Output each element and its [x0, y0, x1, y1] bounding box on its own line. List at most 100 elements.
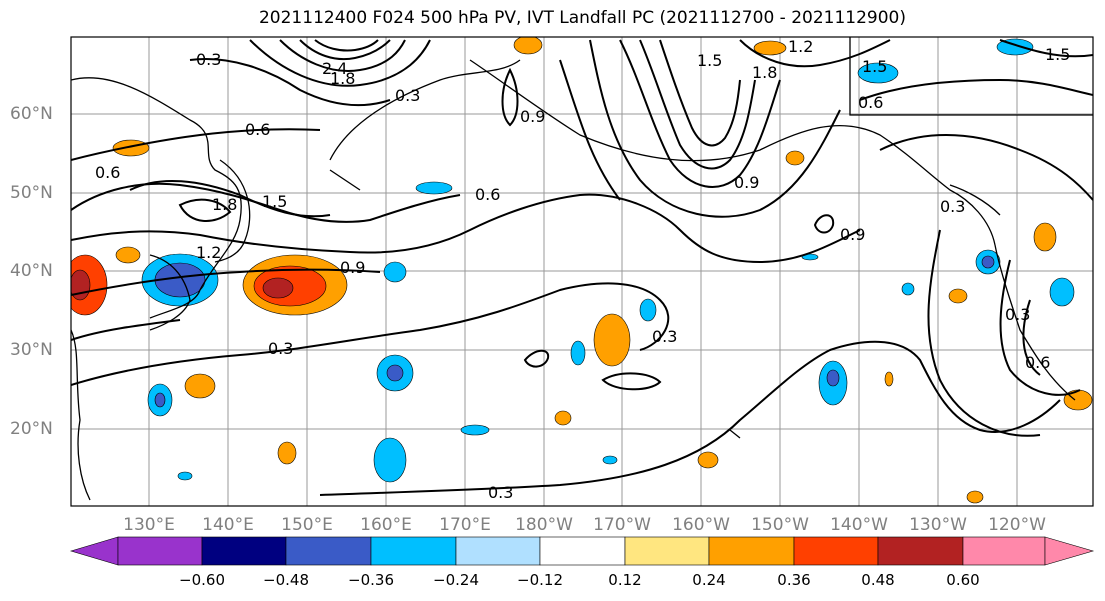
colorbar-min-extension — [69, 536, 119, 566]
contour-label: 0.6 — [858, 93, 883, 112]
contour-labels: 0.3 0.6 0.6 0.6 1.5 1.8 1.2 0.9 0.3 0.3 … — [95, 37, 1070, 502]
colorbar-tick-label: 0.12 — [608, 571, 642, 589]
pv-contours — [71, 39, 1093, 496]
contour-label: 1.5 — [262, 192, 287, 211]
contour-label: 0.3 — [1005, 305, 1030, 324]
contour-label: 0.3 — [940, 197, 965, 216]
ivt-negative-blob — [383, 261, 407, 283]
lon-tick-label: 140°W — [830, 515, 888, 535]
contour-label: 0.3 — [268, 339, 293, 358]
colorbar-segment — [962, 536, 1046, 566]
ivt-positive-blob — [884, 371, 894, 387]
contour-label: 0.9 — [520, 107, 545, 126]
ivt-negative-blob — [981, 255, 995, 269]
lon-tick-label: 130°W — [909, 515, 967, 535]
ivt-negative-blob — [639, 298, 657, 322]
map-border — [70, 36, 1094, 507]
ivt-negative-blob — [177, 471, 193, 481]
ivt-positive-blob — [277, 441, 297, 465]
ivt-negative-blob — [826, 369, 840, 387]
colorbar-segment — [455, 536, 541, 566]
ivt-positive-blob — [115, 246, 141, 264]
contour-label: 0.3 — [488, 483, 513, 502]
colorbar-tick-label: 0.48 — [861, 571, 895, 589]
colorbar-tick-label: −0.24 — [433, 571, 479, 589]
colorbar-tick-label: 0.36 — [777, 571, 811, 589]
colorbar-segment — [370, 536, 457, 566]
contour-label: 0.6 — [1025, 353, 1050, 372]
ivt-negative-blob — [373, 437, 407, 483]
map-title: 2021112400 F024 500 hPa PV, IVT Landfall… — [258, 8, 906, 28]
colorbar-tick-label: 0.24 — [692, 571, 726, 589]
ivt-positive-blob — [753, 40, 787, 56]
colorbar-segment — [624, 536, 710, 566]
ivt-negative-blob — [415, 181, 453, 195]
lon-tick-label: 120°W — [988, 515, 1046, 535]
lat-tick-label: 60°N — [10, 104, 53, 124]
ivt-positive-blob — [697, 451, 719, 469]
contour-label: 1.2 — [196, 243, 221, 262]
ivt-negative-blob — [386, 364, 404, 382]
contour-label: 1.5 — [697, 51, 722, 70]
ivt-negative-blob — [460, 424, 490, 436]
lon-tick-label: 140°E — [202, 515, 254, 535]
lon-tick-label: 170°E — [439, 515, 491, 535]
coastlines — [71, 37, 1093, 501]
contour-label: 0.9 — [734, 173, 759, 192]
ivt-positive-blob — [513, 37, 543, 55]
ivt-positive-blob — [948, 288, 968, 304]
contour-label: 0.3 — [395, 86, 420, 105]
contour-label: 0.6 — [95, 163, 120, 182]
ivt-positive-blob — [1033, 222, 1057, 252]
ivt-negative-blob — [1049, 277, 1075, 307]
ivt-positive-blob — [1063, 389, 1093, 411]
ivt-shading — [71, 37, 1093, 504]
lon-tick-label: 130°E — [123, 515, 175, 535]
ivt-negative-blob — [857, 62, 899, 84]
colorbar — [69, 536, 1095, 566]
contour-label: 0.6 — [475, 185, 500, 204]
colorbar-tick-label: −0.36 — [348, 571, 394, 589]
lat-tick-label: 30°N — [10, 340, 53, 360]
ivt-positive-blob — [966, 490, 984, 504]
ivt-negative-blob — [570, 340, 586, 366]
colorbar-segment — [539, 536, 626, 566]
lat-tick-label: 40°N — [10, 261, 53, 281]
colorbar-tick-label: 0.60 — [946, 571, 980, 589]
colorbar-segment — [793, 536, 879, 566]
colorbar-max-extension — [1044, 536, 1095, 566]
contour-label: 1.5 — [862, 57, 887, 76]
colorbar-segment — [117, 536, 203, 566]
ivt-positive-blob — [184, 373, 216, 399]
lon-tick-label: 160°W — [672, 515, 730, 535]
contour-label: 0.9 — [840, 225, 865, 244]
lon-tick-label: 170°W — [593, 515, 651, 535]
contour-label: 1.8 — [752, 63, 777, 82]
contour-label: 1.5 — [1045, 45, 1070, 64]
contour-label: 0.3 — [652, 327, 677, 346]
ivt-positive-blob — [785, 150, 805, 166]
contour-label: 1.8 — [330, 69, 355, 88]
contour-label: 0.3 — [196, 50, 221, 69]
lat-tick-label: 20°N — [10, 419, 53, 439]
ivt-positive-blob — [554, 410, 572, 426]
colorbar-segment — [708, 536, 795, 566]
contour-label: 2.4 — [322, 59, 347, 78]
colorbar-segment — [201, 536, 287, 566]
lon-tick-label: 150°W — [751, 515, 809, 535]
colorbar-segment — [877, 536, 964, 566]
ivt-negative-blob — [901, 282, 915, 296]
ivt-negative-blob — [602, 455, 618, 465]
contour-label: 0.6 — [245, 120, 270, 139]
contour-label: 1.8 — [212, 195, 237, 214]
lat-tick-label: 50°N — [10, 183, 53, 203]
colorbar-segment — [285, 536, 372, 566]
contour-label: 0.9 — [340, 258, 365, 277]
colorbar-tick-label: −0.60 — [179, 571, 225, 589]
lon-tick-label: 150°E — [281, 515, 333, 535]
ivt-negative-blob — [154, 392, 166, 408]
lon-tick-label: 180°W — [515, 515, 573, 535]
colorbar-tick-label: −0.48 — [263, 571, 309, 589]
ivt-positive-blob — [593, 313, 631, 367]
